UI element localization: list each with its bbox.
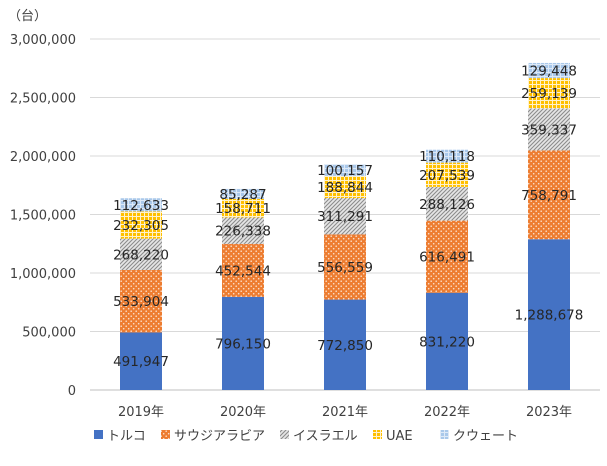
bar-segment	[222, 198, 264, 218]
bar-segment	[120, 269, 162, 333]
data-label: 232,305	[113, 218, 169, 234]
legend-item: イスラエル	[280, 429, 358, 444]
legend-swatch	[440, 430, 449, 439]
bar-segment	[426, 149, 468, 163]
bar-segment	[528, 239, 570, 390]
legend-label: イスラエル	[293, 429, 358, 444]
legend-label: UAE	[386, 429, 413, 444]
x-tick-label: 2021年	[322, 405, 368, 420]
data-label: 85,287	[219, 187, 266, 203]
x-tick-label: 2022年	[424, 405, 470, 420]
legend-swatch	[373, 430, 382, 439]
data-label: 758,791	[521, 188, 577, 204]
legend: トルコ サウジアラビア イスラエル UAE クウェート	[94, 429, 518, 444]
data-label: 226,338	[215, 224, 271, 240]
x-tick-label: 2019年	[118, 405, 164, 420]
bar-segment	[324, 164, 366, 176]
legend-label: サウジアラビア	[174, 429, 265, 444]
data-label: 556,559	[317, 260, 373, 276]
bar-segment	[120, 211, 162, 239]
bar-segment	[528, 108, 570, 151]
data-label: 796,150	[215, 336, 271, 352]
y-tick-label: 3,000,000	[10, 33, 76, 48]
data-label: 831,220	[419, 334, 475, 350]
y-tick-label: 2,500,000	[10, 92, 76, 107]
y-axis-unit-label: （台）	[8, 9, 47, 24]
bar-segment	[222, 243, 264, 297]
y-tick-label: 1,500,000	[10, 209, 76, 224]
legend-label: トルコ	[107, 429, 146, 444]
data-label: 112,633	[113, 198, 169, 214]
bar-segment	[222, 296, 264, 390]
data-label: 616,491	[419, 250, 475, 266]
x-tick-label: 2023年	[526, 405, 572, 420]
bar-segment	[426, 162, 468, 187]
data-label: 452,544	[215, 263, 271, 279]
x-tick-label: 2020年	[220, 405, 266, 420]
bar-segment	[324, 198, 366, 235]
legend-item: サウジアラビア	[161, 429, 265, 444]
x-axis-ticks: 2019年 2020年 2021年 2022年 2023年	[118, 405, 572, 420]
bar-segment	[426, 186, 468, 221]
legend-swatch	[280, 430, 289, 439]
legend-swatch	[94, 430, 103, 439]
bars	[120, 62, 570, 390]
bar-segment	[324, 175, 366, 199]
bar-segment	[528, 62, 570, 79]
data-label: 359,337	[521, 122, 577, 138]
data-label: 311,291	[317, 209, 373, 225]
y-tick-label: 0	[68, 384, 76, 399]
bar-segment	[426, 220, 468, 293]
data-label: 772,850	[317, 338, 373, 354]
y-tick-label: 500,000	[22, 326, 76, 341]
y-tick-label: 2,000,000	[10, 150, 76, 165]
legend-label: クウェート	[453, 429, 518, 444]
legend-swatch	[161, 430, 170, 439]
bar-segment	[120, 238, 162, 270]
y-tick-label: 1,000,000	[10, 267, 76, 282]
data-label: 533,904	[113, 294, 169, 310]
bar-segment	[120, 332, 162, 390]
legend-item: クウェート	[440, 429, 518, 444]
legend-item: トルコ	[94, 429, 146, 444]
legend-item: UAE	[373, 429, 413, 444]
data-label: 100,157	[317, 163, 373, 179]
data-label: 110,118	[419, 149, 475, 165]
data-label: 288,126	[419, 197, 475, 213]
y-axis-ticks: 0 500,000 1,000,000 1,500,000 2,000,000 2,500…	[10, 33, 76, 399]
bar-segment	[528, 150, 570, 240]
data-label: 158,711	[215, 201, 271, 217]
bar-segment	[324, 234, 366, 300]
bar-segment	[222, 217, 264, 244]
data-label: 268,220	[113, 247, 169, 263]
bar-segment	[324, 299, 366, 390]
bar-segment	[426, 292, 468, 390]
data-label: 259,139	[521, 86, 577, 102]
data-labels: 491,947 533,904 268,220 232,305 112,633 796,1…	[113, 64, 583, 371]
bar-segment	[222, 188, 264, 199]
data-label: 491,947	[113, 354, 169, 370]
data-label: 1,288,678	[515, 308, 584, 324]
data-label: 129,448	[521, 64, 577, 80]
bar-segment	[528, 78, 570, 109]
data-label: 188,844	[317, 180, 373, 196]
data-label: 207,539	[419, 168, 475, 184]
bar-segment	[120, 198, 162, 212]
